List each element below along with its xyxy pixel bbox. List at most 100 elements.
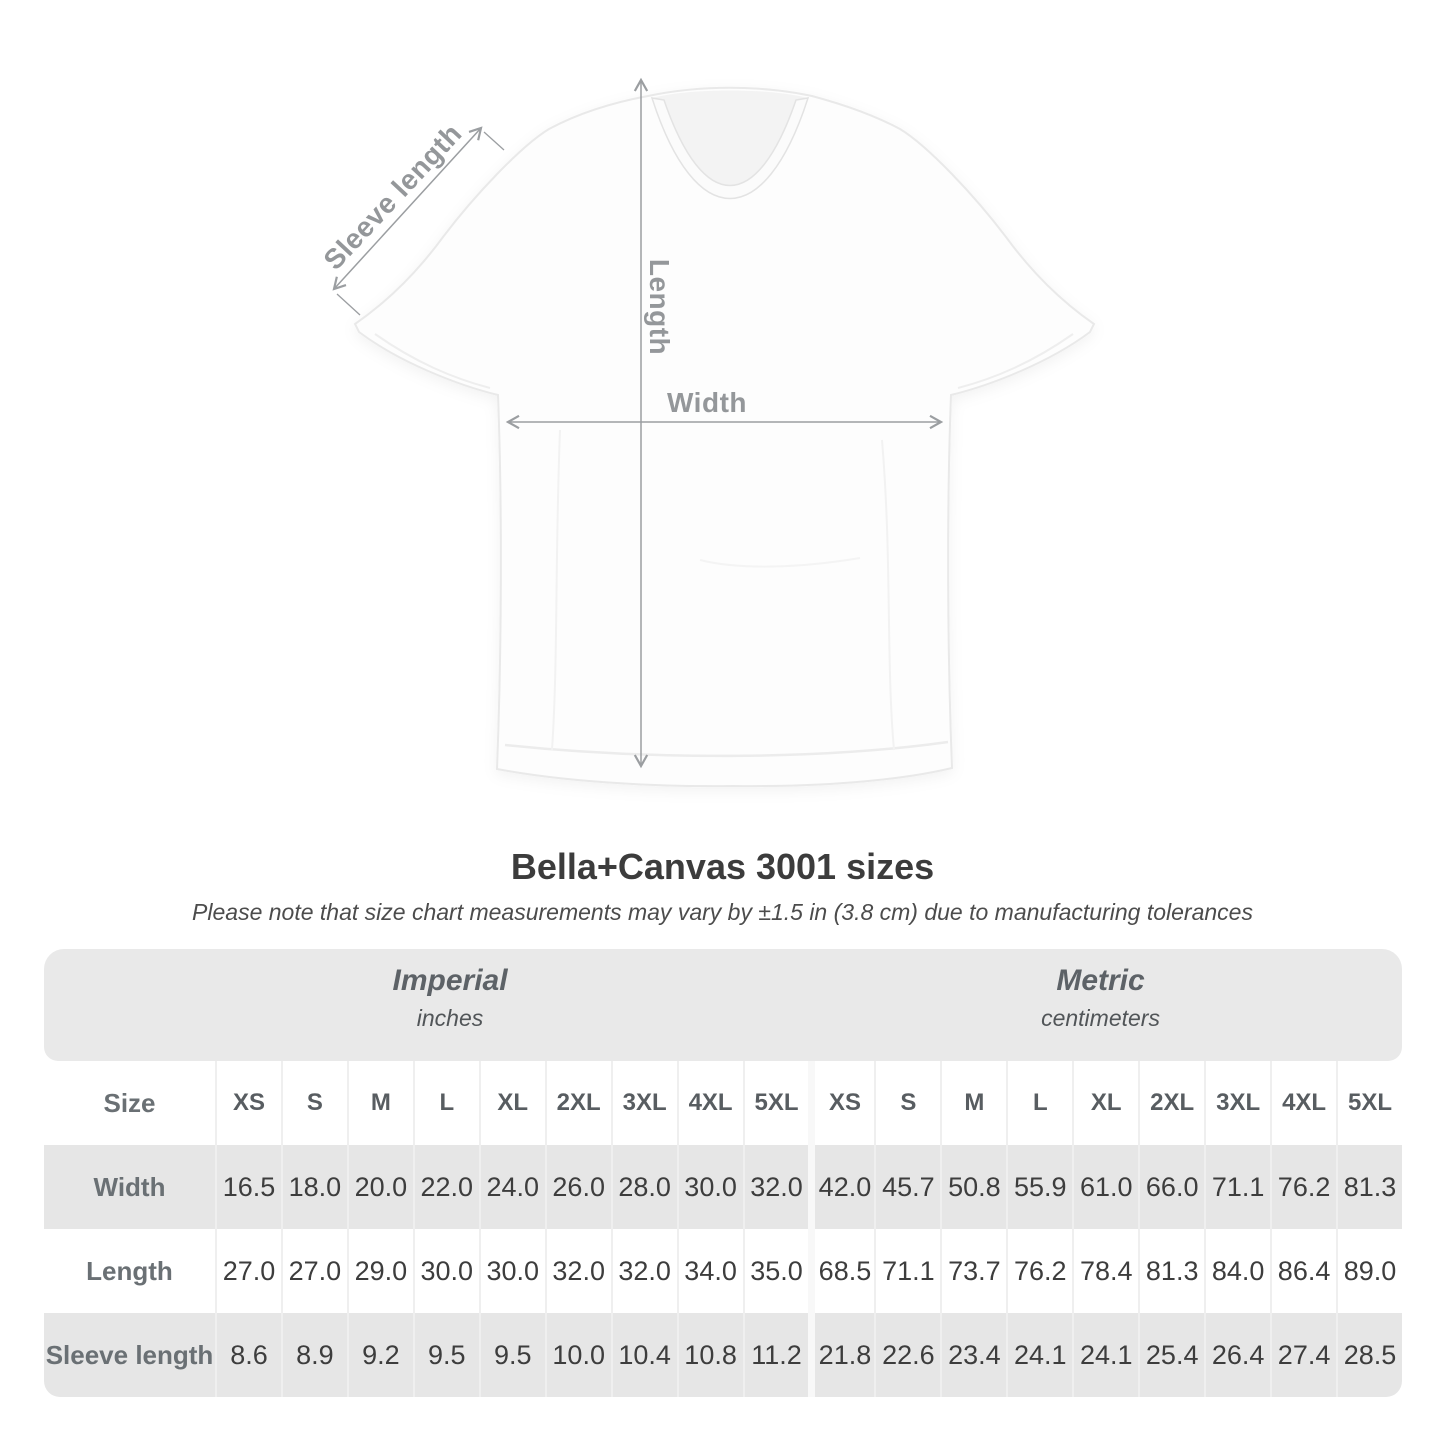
size-code-cell: S [874,1061,940,1145]
sleeve-length-arrow [332,126,483,291]
size-header-row: Size XS S M L XL 2XL 3XL 4XL 5XL XS S M L XL 2XL 3XL 4XL 5… [44,1061,1402,1145]
imperial-value-cell: 9.5 [478,1313,545,1397]
metric-value-cell: 23.4 [940,1313,1006,1397]
metric-value-cell: 81.3 [1138,1229,1204,1313]
imperial-value-cell: 18.0 [280,1145,347,1229]
size-code-cell: L [412,1061,479,1145]
imperial-value-cell: 35.0 [742,1229,809,1313]
imperial-label: Imperial [392,964,508,997]
metric-value-cell: 78.4 [1072,1229,1138,1313]
size-code-cell: 5XL [1336,1061,1402,1145]
imperial-unit: inches [416,1005,484,1031]
size-code-cell: 3XL [610,1061,677,1145]
metric-value-cell: 55.9 [1006,1145,1072,1229]
metric-value-cell: 71.1 [1204,1145,1270,1229]
size-code-cell: 2XL [1138,1061,1204,1145]
imperial-value-cell: 32.0 [742,1145,809,1229]
size-code-cell: XS [215,1061,281,1145]
imperial-value-cell: 26.0 [544,1145,611,1229]
size-code-cell: 2XL [544,1061,611,1145]
tolerance-note: Please note that size chart measurements… [192,899,1253,925]
imperial-value-cell: 34.0 [676,1229,743,1313]
sleeve-arrow-tick-bottom [336,293,361,316]
metric-value-cell: 21.8 [808,1313,874,1397]
imperial-value-cell: 11.2 [742,1313,809,1397]
metric-value-cell: 25.4 [1138,1313,1204,1397]
imperial-value-cell: 30.0 [676,1145,743,1229]
imperial-value-cell: 30.0 [478,1229,545,1313]
metric-value-cell: 66.0 [1138,1145,1204,1229]
imperial-value-cell: 28.0 [610,1145,677,1229]
imperial-value-cell: 22.0 [412,1145,479,1229]
imperial-value-cell: 8.9 [280,1313,347,1397]
imperial-value-cell: 10.4 [610,1313,677,1397]
size-code-cell: XL [1072,1061,1138,1145]
imperial-value-cell: 29.0 [346,1229,413,1313]
metric-value-cell: 84.0 [1204,1229,1270,1313]
size-code-cell: XS [808,1061,874,1145]
metric-value-cell: 26.4 [1204,1313,1270,1397]
imperial-value-cell: 24.0 [478,1145,545,1229]
size-code-cell: 4XL [676,1061,743,1145]
imperial-value-cell: 27.0 [280,1229,347,1313]
metric-value-cell: 86.4 [1270,1229,1336,1313]
width-label: Width [667,387,747,418]
metric-value-cell: 76.2 [1006,1229,1072,1313]
metric-value-cell: 28.5 [1336,1313,1402,1397]
metric-unit: centimeters [1041,1005,1160,1031]
metric-value-cell: 68.5 [808,1229,874,1313]
size-code-cell: M [940,1061,1006,1145]
size-code-cell: S [280,1061,347,1145]
size-code-cell: XL [478,1061,545,1145]
tshirt-collar [650,97,810,199]
tshirt-body [353,86,1096,788]
tshirt-image [332,77,1096,788]
measurement-row-length: Length 27.0 27.0 29.0 30.0 30.0 32.0 32.0 34.0 35… [44,1229,1402,1313]
unit-header-band: Imperial inches Metric centimeters [44,949,1402,1061]
size-grid: Size XS S M L XL 2XL 3XL 4XL 5XL XS S M L XL 2XL 3XL 4XL 5… [44,1061,1402,1397]
size-code-cell: 3XL [1204,1061,1270,1145]
size-code-cell: 4XL [1270,1061,1336,1145]
metric-value-cell: 50.8 [940,1145,1006,1229]
size-code-cell: M [346,1061,413,1145]
size-column-header: Size [103,1087,156,1118]
imperial-value-cell: 9.2 [346,1313,413,1397]
imperial-value-cell: 32.0 [610,1229,677,1313]
metric-value-cell: 81.3 [1336,1145,1402,1229]
metric-value-cell: 76.2 [1270,1145,1336,1229]
row-label: Sleeve length [45,1339,214,1370]
metric-value-cell: 24.1 [1072,1313,1138,1397]
imperial-header: Imperial inches [393,964,508,1032]
imperial-value-cell: 10.0 [544,1313,611,1397]
imperial-value-cell: 10.8 [676,1313,743,1397]
page-title: Bella+Canvas 3001 sizes [510,846,935,887]
size-code-cell: L [1006,1061,1072,1145]
imperial-value-cell: 9.5 [412,1313,479,1397]
metric-label: Metric [1056,964,1145,997]
row-label: Length [86,1255,173,1286]
metric-value-cell: 45.7 [874,1145,940,1229]
metric-value-cell: 42.0 [808,1145,874,1229]
metric-value-cell: 71.1 [874,1229,940,1313]
imperial-value-cell: 30.0 [412,1229,479,1313]
imperial-value-cell: 20.0 [346,1145,413,1229]
imperial-value-cell: 32.0 [544,1229,611,1313]
size-table: Imperial inches Metric centimeters Size X… [44,949,1402,1397]
imperial-value-cell: 8.6 [215,1313,281,1397]
metric-value-cell: 61.0 [1072,1145,1138,1229]
measurement-row-sleeve-length: Sleeve length 8.6 8.9 9.2 9.5 9.5 10.0 10.4 10.8… [44,1313,1402,1397]
size-code-cell: 5XL [742,1061,809,1145]
metric-value-cell: 89.0 [1336,1229,1402,1313]
length-label: Length [644,258,675,356]
sleeve-arrow-tick-top [483,131,505,151]
metric-value-cell: 24.1 [1006,1313,1072,1397]
imperial-value-cell: 27.0 [215,1229,281,1313]
measurement-row-width: Width 16.5 18.0 20.0 22.0 24.0 26.0 28.0 30.0 32.… [44,1145,1402,1229]
metric-value-cell: 73.7 [940,1229,1006,1313]
metric-value-cell: 22.6 [874,1313,940,1397]
metric-value-cell: 27.4 [1270,1313,1336,1397]
metric-header: Metric centimeters [1041,964,1160,1032]
row-label: Width [93,1171,166,1202]
imperial-value-cell: 16.5 [215,1145,281,1229]
